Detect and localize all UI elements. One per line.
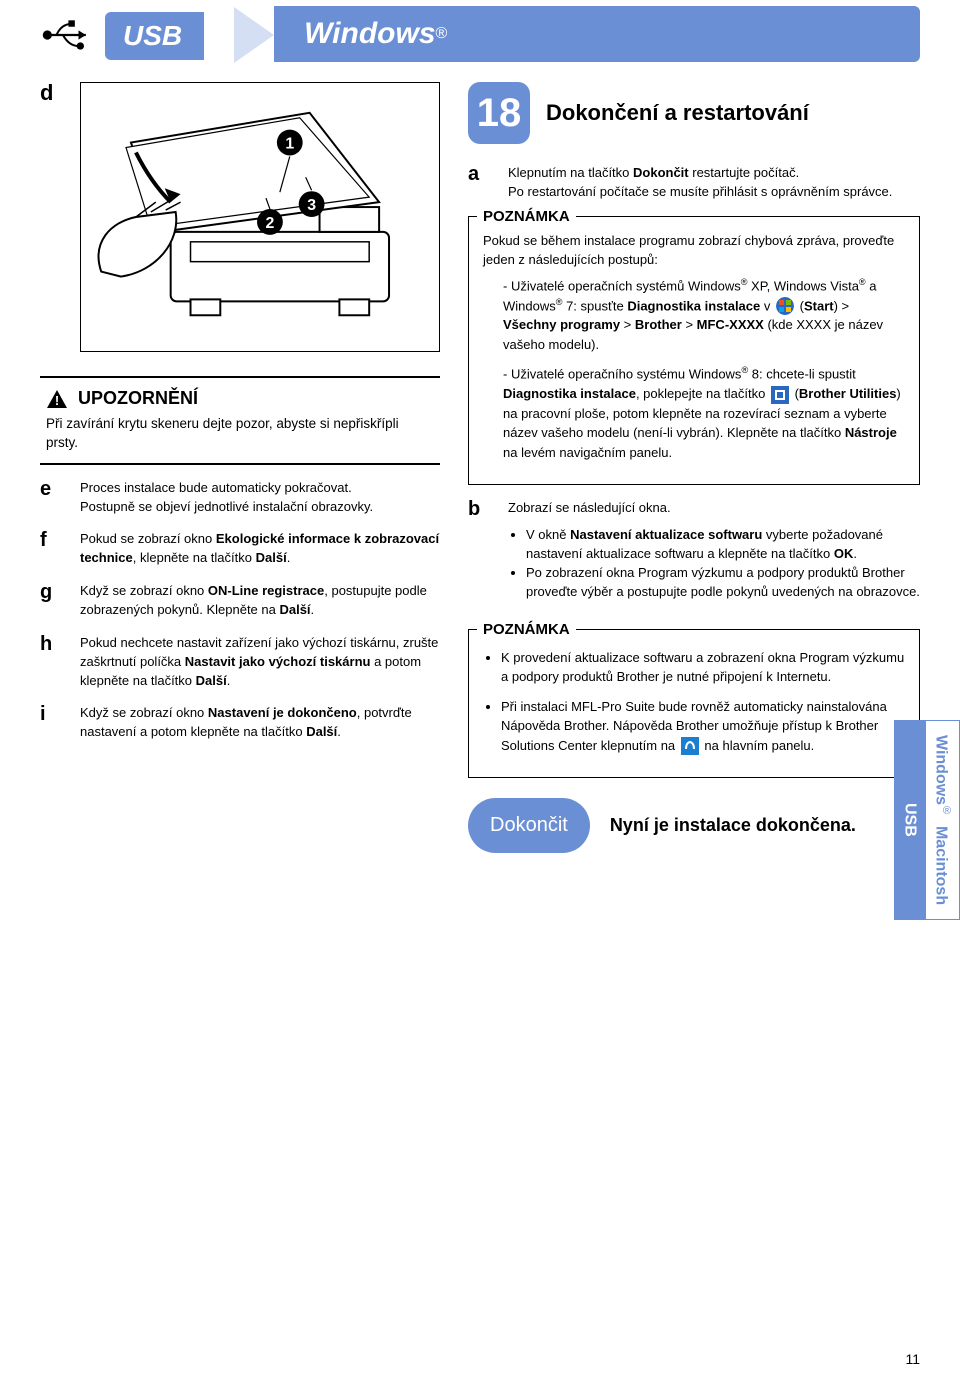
step-d: d — [40, 82, 440, 352]
note-1-intro: Pokud se během instalace programu zobraz… — [483, 231, 905, 270]
step-b-letter: b — [468, 499, 508, 519]
step-a-letter: a — [468, 164, 508, 184]
warning-title: UPOZORNĚNÍ — [78, 388, 198, 409]
callout-3: 3 — [307, 197, 316, 214]
step-i: i Když se zobrazí okno Nastavení je doko… — [40, 704, 440, 742]
start-orb-icon — [776, 297, 794, 315]
note-2-label: POZNÁMKA — [477, 619, 576, 642]
callout-2: 2 — [266, 215, 275, 232]
step-g: g Když se zobrazí okno ON-Line registrac… — [40, 582, 440, 620]
finish-button: Dokončit — [468, 798, 590, 853]
step-e-letter: e — [40, 479, 80, 499]
step-h-content: Pokud nechcete nastavit zařízení jako vý… — [80, 634, 440, 691]
step-b: b Zobrazí se následující okna. V okně Na… — [468, 499, 920, 614]
step-g-content: Když se zobrazí okno ON-Line registrace,… — [80, 582, 440, 620]
step-i-content: Když se zobrazí okno Nastavení je dokonč… — [80, 704, 440, 742]
step-b-li-1: V okně Nastavení aktualizace softwaru vy… — [526, 526, 920, 564]
usb-badge: USB — [105, 12, 204, 60]
callout-1: 1 — [285, 136, 294, 153]
side-tab-usb: USB — [894, 720, 925, 920]
header-arrow — [234, 7, 274, 63]
page-number: 11 — [905, 1351, 920, 1367]
page-header: USB Windows® — [40, 0, 920, 62]
step-e-content: Proces instalace bude automaticky pokrač… — [80, 479, 440, 517]
brother-utilities-icon — [771, 386, 789, 404]
step-a: a Klepnutím na tlačítko Dokončit restart… — [468, 164, 920, 202]
finish-text: Nyní je instalace dokončena. — [610, 814, 856, 837]
note-2-li-2: Při instalaci MFL-Pro Suite bude rovněž … — [501, 697, 905, 756]
svg-text:!: ! — [55, 393, 59, 408]
note-2-li-1: K provedení aktualizace softwaru a zobra… — [501, 648, 905, 687]
os-label-text: Windows — [304, 17, 435, 51]
step-b-li-2: Po zobrazení okna Program výzkumu a podp… — [526, 564, 920, 602]
warning-box: ! UPOZORNĚNÍ Při zavírání krytu skeneru … — [40, 376, 440, 465]
usb-icon — [40, 13, 95, 57]
step-f: f Pokud se zobrazí okno Ekologické infor… — [40, 530, 440, 568]
finish-row: Dokončit Nyní je instalace dokončena. — [468, 798, 920, 853]
step-h-letter: h — [40, 634, 80, 654]
step-i-letter: i — [40, 704, 80, 724]
step-a-content: Klepnutím na tlačítko Dokončit restartuj… — [508, 164, 920, 202]
step-18-title: 18 Dokončení a restartování — [468, 82, 920, 144]
warning-icon: ! — [46, 389, 68, 409]
note-1-label: POZNÁMKA — [477, 206, 576, 229]
step-g-letter: g — [40, 582, 80, 602]
step-f-letter: f — [40, 530, 80, 550]
step-18-title-text: Dokončení a restartování — [546, 100, 809, 126]
side-tab-os: Windows® Macintosh — [925, 720, 960, 920]
step-e: e Proces instalace bude automaticky pokr… — [40, 479, 440, 517]
step-18-number: 18 — [468, 82, 530, 144]
side-tab: USB Windows® Macintosh — [894, 720, 960, 920]
step-f-content: Pokud se zobrazí okno Ekologické informa… — [80, 530, 440, 568]
reg-mark: ® — [436, 25, 448, 43]
note-box-2: POZNÁMKA K provedení aktualizace softwar… — [468, 629, 920, 779]
printer-illustration: 1 3 2 — [80, 82, 440, 352]
warning-body: Při zavírání krytu skeneru dejte pozor, … — [46, 415, 434, 453]
note-1-item-1: - Uživatelé operačních systémů Windows® … — [503, 276, 905, 355]
solutions-center-icon — [681, 737, 699, 755]
step-d-letter: d — [40, 82, 80, 104]
note-box-1: POZNÁMKA Pokud se během instalace progra… — [468, 216, 920, 486]
os-badge: Windows® — [274, 6, 920, 62]
note-1-item-2: - Uživatelé operačního systému Windows® … — [503, 364, 905, 462]
step-h: h Pokud nechcete nastavit zařízení jako … — [40, 634, 440, 691]
step-b-content: Zobrazí se následující okna. V okně Nast… — [508, 499, 920, 614]
